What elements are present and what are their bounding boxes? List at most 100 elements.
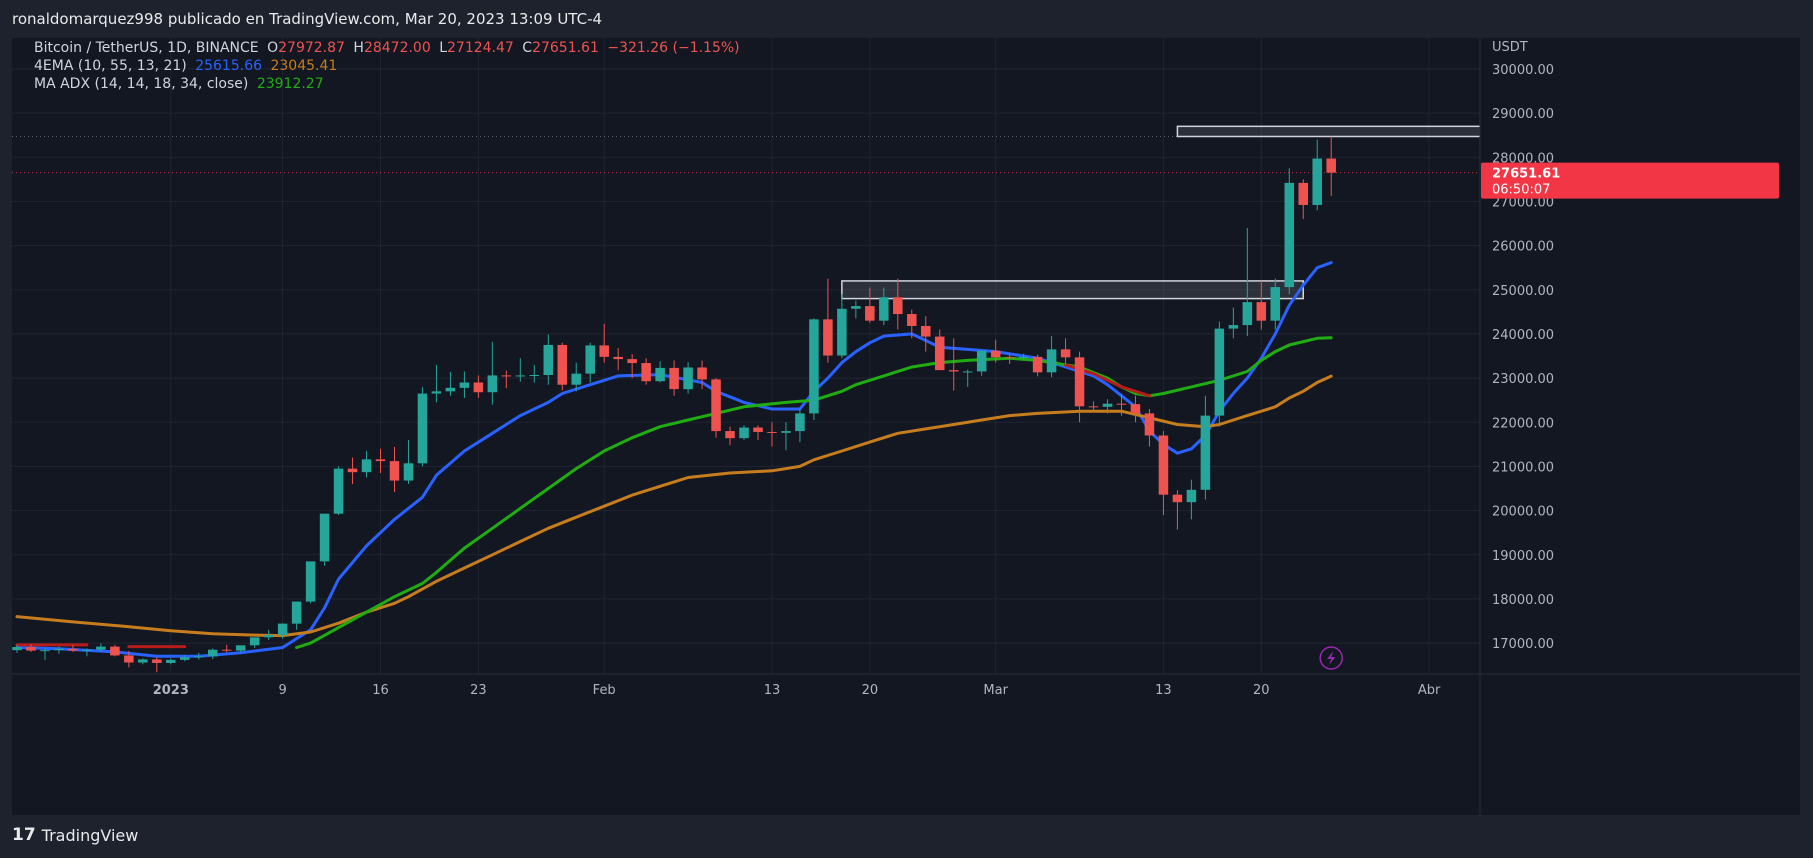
- candle-body: [180, 657, 190, 660]
- candle: [68, 645, 78, 652]
- candle: [641, 358, 651, 385]
- candle: [431, 364, 442, 403]
- candle-body: [417, 393, 428, 464]
- candle-body: [921, 325, 931, 337]
- candle-body: [221, 649, 232, 651]
- candle-body: [277, 623, 288, 636]
- candle: [152, 657, 162, 673]
- candle-body: [613, 356, 623, 360]
- current-price-tag: [1481, 162, 1779, 199]
- candle-body: [599, 345, 609, 357]
- candle-body: [333, 468, 344, 514]
- candle: [263, 629, 274, 640]
- candle: [1298, 179, 1309, 220]
- candle-body: [1046, 349, 1057, 373]
- maadx-label: MA ADX (14, 14, 18, 34, close): [34, 76, 249, 92]
- candle: [361, 450, 372, 478]
- candle: [753, 425, 763, 440]
- candle-body: [375, 459, 386, 462]
- candle: [1116, 393, 1127, 416]
- candle-body: [851, 306, 861, 309]
- high-value: 28472.00: [363, 40, 431, 56]
- candle: [305, 561, 316, 604]
- price-tick-label: 26000.00: [1492, 240, 1554, 255]
- tradingview-brand-text: TradingView: [41, 825, 139, 845]
- candle: [1312, 139, 1322, 211]
- candle-body: [1088, 406, 1099, 408]
- candle: [12, 644, 22, 653]
- time-tick-label: 9: [278, 683, 286, 698]
- price-tick-label: 24000.00: [1492, 328, 1554, 343]
- candle: [487, 341, 498, 405]
- candle-body: [319, 513, 330, 562]
- candle: [333, 466, 344, 515]
- candle-body: [1270, 287, 1281, 321]
- candle-body: [1130, 404, 1141, 414]
- candle: [795, 409, 805, 443]
- candle: [557, 342, 568, 391]
- candle-body: [725, 431, 735, 439]
- candle-body: [459, 382, 470, 388]
- candle-body: [948, 370, 959, 372]
- candle-body: [711, 379, 721, 432]
- maadx-value: 23912.27: [256, 76, 324, 92]
- candle-body: [837, 308, 847, 356]
- tradingview-logo[interactable]: 17 TradingView: [12, 825, 138, 845]
- price-tick-label: 21000.00: [1492, 460, 1554, 475]
- candle: [585, 342, 595, 383]
- chart-area[interactable]: USDT 17000.00 18000.00 19000.00 20000.00 2100…: [12, 38, 1800, 815]
- candle: [1214, 321, 1225, 427]
- price-chart[interactable]: USDT 17000.00 18000.00 19000.00 20000.00 2100…: [12, 38, 1800, 815]
- candle-body: [739, 427, 749, 439]
- close-label: C: [522, 40, 533, 56]
- candle: [921, 316, 931, 352]
- candle: [1060, 338, 1071, 365]
- candle-body: [907, 314, 917, 326]
- candle-body: [571, 373, 581, 385]
- candle-body: [207, 649, 218, 657]
- time-tick-label: Mar: [983, 683, 1008, 698]
- candle-body: [669, 367, 679, 390]
- candle: [767, 422, 777, 447]
- candle: [221, 644, 232, 653]
- candle: [138, 658, 148, 665]
- high-label: H: [353, 40, 364, 56]
- candle: [627, 354, 637, 379]
- candle: [851, 300, 861, 319]
- candle: [809, 318, 819, 421]
- ema-legend: 4EMA (10, 55, 13, 21) 25615.66 23045.41: [34, 58, 341, 74]
- candle-body: [934, 336, 945, 371]
- candle: [347, 457, 358, 485]
- candle: [417, 386, 428, 467]
- time-tick-label: 20: [862, 683, 879, 698]
- candle: [26, 644, 36, 652]
- candle: [124, 651, 134, 668]
- candle: [934, 329, 945, 371]
- candle: [907, 309, 917, 339]
- price-tick-label: 29000.00: [1492, 107, 1554, 122]
- candle: [403, 439, 414, 485]
- candle-body: [697, 367, 707, 380]
- candle-body: [347, 468, 358, 473]
- current-price-label: 27651.61: [1492, 167, 1560, 182]
- candle-body: [26, 647, 36, 651]
- candle-body: [990, 350, 1001, 358]
- candle-body: [893, 297, 903, 315]
- candle-body: [1116, 403, 1127, 405]
- candle: [1018, 353, 1029, 361]
- lightning-event-icon: [1319, 646, 1343, 670]
- open-label: O: [267, 40, 279, 56]
- price-tick-label: 19000.00: [1492, 549, 1554, 564]
- candle: [110, 644, 120, 657]
- price-tick-label: 28000.00: [1492, 151, 1554, 166]
- candle: [1284, 168, 1295, 295]
- candle-body: [291, 601, 302, 624]
- candle: [1172, 490, 1183, 530]
- candle: [277, 623, 288, 639]
- change-value: −321.26 (−1.15%): [607, 40, 740, 56]
- candle-body: [166, 659, 176, 663]
- candle: [962, 369, 973, 387]
- candle-body: [1004, 357, 1015, 359]
- candle: [739, 425, 749, 440]
- candle-body: [585, 345, 595, 374]
